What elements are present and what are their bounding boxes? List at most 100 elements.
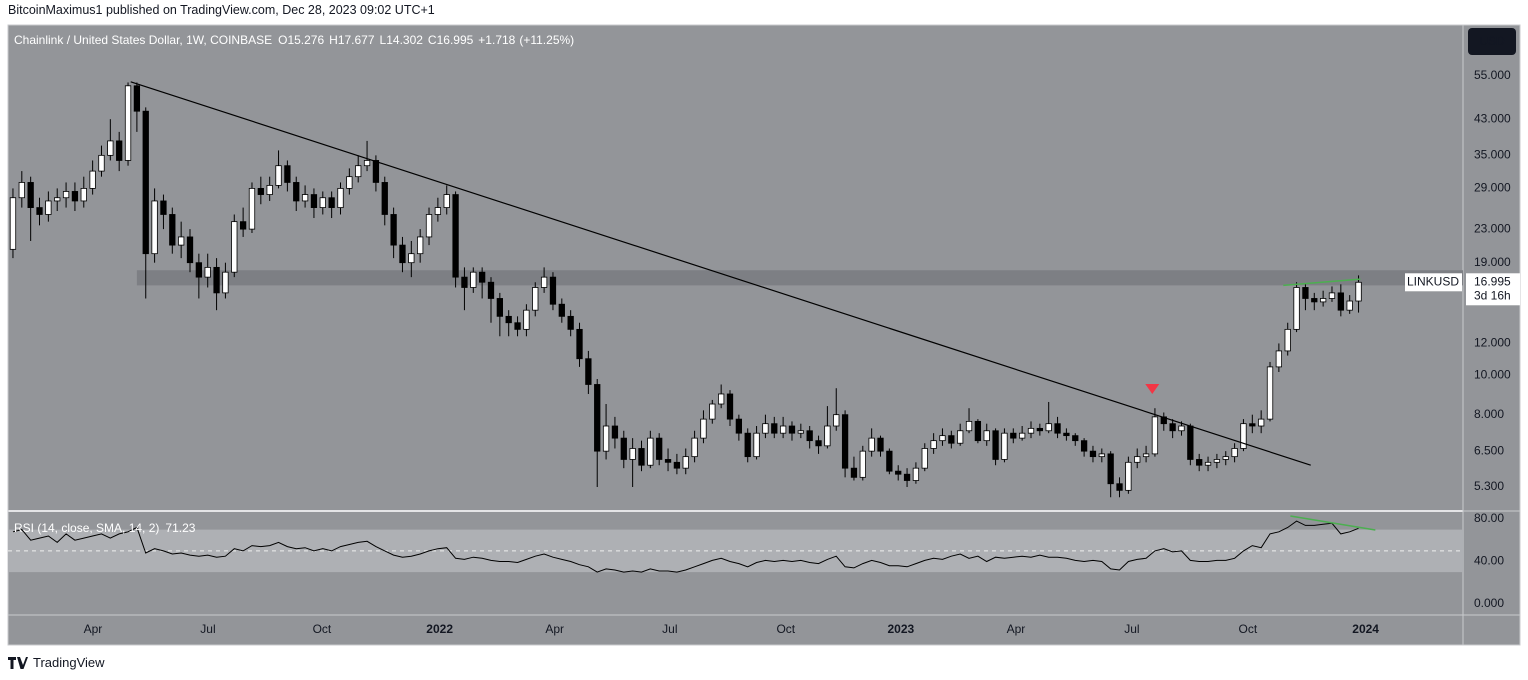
- candle-body: [18, 182, 25, 199]
- candle-body: [151, 200, 158, 255]
- candle-body: [903, 473, 911, 481]
- rsi-tick-label: 0.000: [1474, 596, 1504, 610]
- x-tick-label: 2022: [426, 622, 453, 636]
- candle-body: [45, 200, 52, 215]
- candle-body: [1027, 427, 1035, 434]
- brand: TradingView: [33, 655, 105, 670]
- candle-body: [1019, 432, 1026, 439]
- candle-body: [266, 184, 273, 195]
- candle-body: [726, 393, 734, 420]
- rsi-divergence: [1290, 515, 1376, 531]
- candle-body: [1293, 287, 1300, 330]
- candle-body: [806, 430, 813, 442]
- candle-body: [27, 182, 34, 208]
- candle-body: [434, 207, 442, 215]
- x-tick-label: Apr: [545, 622, 564, 636]
- symbol-label: LINKUSD: [1407, 274, 1459, 288]
- candle-body: [1240, 423, 1247, 449]
- candle-body: [859, 450, 866, 478]
- candle-body: [1125, 461, 1132, 491]
- logo: [8, 656, 28, 669]
- candle-body: [841, 414, 849, 469]
- candle-body: [983, 430, 990, 442]
- ohlc-label: C: [427, 33, 437, 47]
- candle-body: [1036, 427, 1043, 432]
- candle-body: [425, 214, 433, 238]
- candle-body: [877, 437, 884, 452]
- symbol-legend: Chainlink / United States Dollar, 1W, CO…: [14, 33, 574, 47]
- x-tick-label: Oct: [776, 622, 795, 636]
- y-tick-label: 8.000: [1474, 407, 1504, 421]
- candle-body: [71, 191, 79, 202]
- y-tick-label: 5.300: [1474, 479, 1504, 493]
- rsi-legend: RSI (14, close, SMA, 14, 2) 71.23: [14, 521, 195, 535]
- candle-body: [585, 358, 592, 385]
- ohlc: O 15.276 H 17.677 L 14.302 C 16.995 +1.718 (…: [278, 33, 574, 47]
- x-tick-label: Apr: [84, 622, 103, 636]
- candle-body: [1275, 350, 1283, 368]
- currency-label[interactable]: USD: [1479, 34, 1505, 48]
- candle-body: [1222, 456, 1229, 460]
- candle-body: [301, 194, 309, 202]
- candle-body: [709, 403, 716, 420]
- change: +1.718: [478, 33, 516, 47]
- candle-body: [1187, 425, 1194, 460]
- y-tick-label: 10.000: [1474, 368, 1511, 382]
- candle-body: [974, 420, 982, 442]
- candle-body: [824, 425, 831, 447]
- candle-body: [1337, 292, 1344, 311]
- candle-body: [576, 328, 583, 360]
- ohlc-label: L: [379, 33, 387, 47]
- footer: TradingView: [8, 655, 105, 670]
- change-pct: (+11.25%): [519, 33, 575, 47]
- ohlc-value: 17.677: [337, 33, 375, 47]
- ohlc-value: 16.995: [436, 33, 474, 47]
- trendline: [130, 81, 1311, 466]
- candle-body: [673, 461, 681, 469]
- candle-body: [850, 467, 858, 478]
- candle-body: [248, 187, 256, 230]
- candle-body: [319, 197, 326, 208]
- candle-body: [1080, 440, 1088, 452]
- candle-body: [992, 430, 999, 460]
- candle-body: [1319, 298, 1327, 303]
- candle-body: [381, 182, 388, 215]
- candle-body: [1249, 423, 1256, 427]
- countdown: 3d 16h: [1474, 288, 1511, 302]
- candle-body: [1001, 432, 1008, 460]
- currency-button[interactable]: [1468, 28, 1516, 55]
- candle-body: [682, 456, 689, 469]
- candle-body: [532, 287, 539, 311]
- ohlc-value: 14.302: [386, 33, 423, 47]
- rsi-title: RSI (14, close, SMA, 14, 2): [14, 521, 160, 535]
- candle-body: [797, 430, 804, 434]
- candle-body: [1054, 423, 1061, 434]
- candle-body: [62, 191, 70, 199]
- candle-body: [355, 165, 362, 178]
- candle-body: [638, 448, 645, 466]
- candle-body: [965, 420, 973, 432]
- candle-body: [80, 187, 87, 202]
- candle-body: [1142, 453, 1150, 458]
- candle-body: [567, 315, 574, 330]
- candle-body: [142, 110, 149, 255]
- candle-body: [921, 448, 928, 469]
- last-price: 16.995: [1474, 274, 1511, 288]
- rsi-tick-label: 40.00: [1474, 554, 1504, 568]
- candle-body: [1063, 432, 1070, 437]
- candle-body: [417, 236, 424, 255]
- y-tick-label: 6.500: [1474, 443, 1504, 457]
- candle-body: [1010, 432, 1017, 439]
- candle-body: [664, 459, 672, 463]
- candle-body: [1213, 459, 1221, 463]
- ohlc-label: H: [329, 33, 338, 47]
- candle-body: [257, 187, 264, 195]
- candle-body: [54, 197, 61, 202]
- x-tick-label: Apr: [1007, 622, 1026, 636]
- candle-body: [372, 160, 380, 183]
- signal-marker: [1145, 383, 1160, 394]
- y-tick-label: 43.000: [1474, 111, 1511, 125]
- candle-body: [771, 423, 778, 434]
- candle-body: [1346, 300, 1353, 311]
